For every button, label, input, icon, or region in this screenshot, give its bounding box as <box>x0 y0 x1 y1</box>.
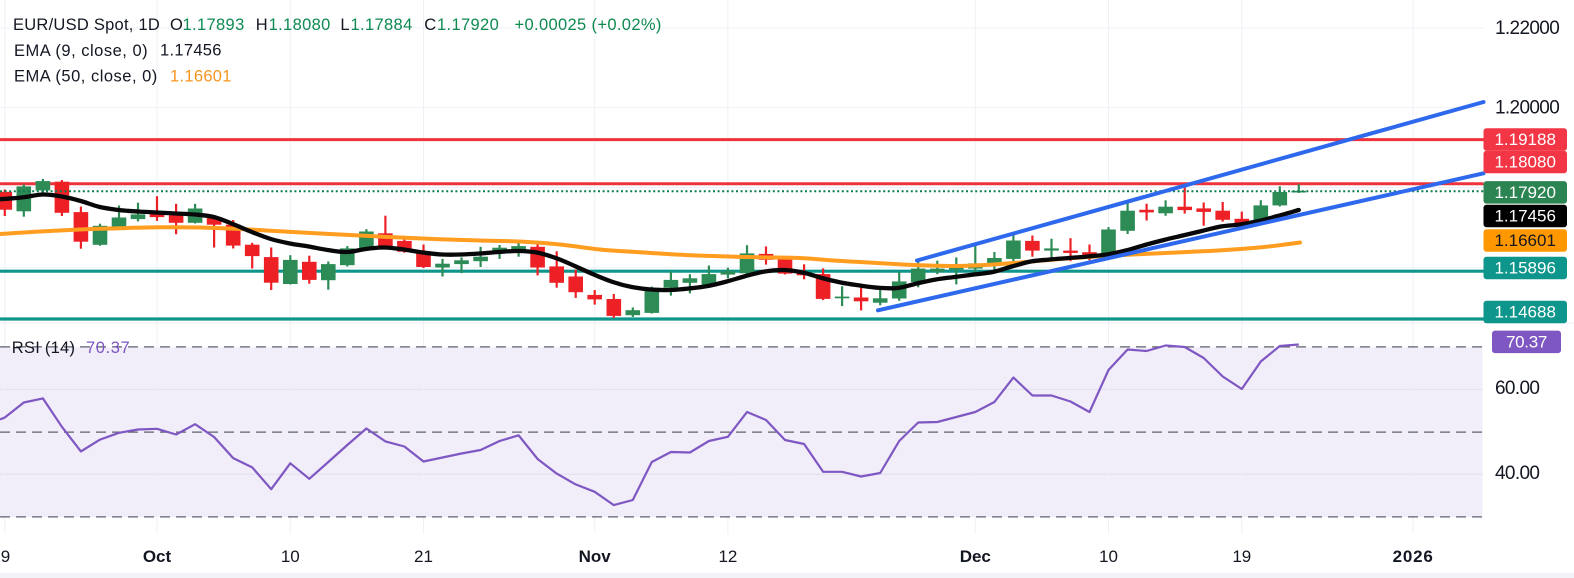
svg-text:1.22000: 1.22000 <box>1495 18 1559 39</box>
svg-text:1.16601: 1.16601 <box>1494 231 1555 250</box>
svg-text:EMA (9, close, 0): EMA (9, close, 0) <box>14 42 148 60</box>
svg-text:Dec: Dec <box>960 547 991 566</box>
svg-text:12: 12 <box>718 547 737 566</box>
svg-text:L: L <box>340 16 349 34</box>
svg-text:1.17456: 1.17456 <box>1494 207 1555 226</box>
svg-text:9: 9 <box>1 547 10 566</box>
svg-text:70.37: 70.37 <box>86 339 130 357</box>
svg-text:Oct: Oct <box>143 547 172 566</box>
svg-text:60.00: 60.00 <box>1495 378 1539 399</box>
svg-text:1.18080: 1.18080 <box>269 16 331 34</box>
svg-text:RSI (14): RSI (14) <box>12 339 75 357</box>
svg-text:C: C <box>424 16 436 34</box>
svg-text:1.20000: 1.20000 <box>1495 98 1559 119</box>
svg-text:1.17893: 1.17893 <box>183 16 245 34</box>
svg-text:1.19188: 1.19188 <box>1494 130 1555 149</box>
svg-text:1.15896: 1.15896 <box>1494 259 1555 278</box>
svg-text:1.17920: 1.17920 <box>1494 183 1555 202</box>
svg-text:19: 19 <box>1232 547 1251 566</box>
svg-text:O: O <box>170 16 183 34</box>
svg-text:H: H <box>256 16 268 34</box>
svg-text:70.37: 70.37 <box>1506 332 1547 351</box>
svg-text:2026: 2026 <box>1393 547 1434 566</box>
svg-text:1.18080: 1.18080 <box>1494 153 1555 172</box>
svg-text:1.16601: 1.16601 <box>170 67 232 85</box>
svg-text:10: 10 <box>281 547 300 566</box>
svg-text:40.00: 40.00 <box>1495 463 1539 484</box>
svg-text:1.17920: 1.17920 <box>437 16 499 34</box>
svg-text:Nov: Nov <box>579 547 612 566</box>
svg-text:EMA (50, close, 0): EMA (50, close, 0) <box>14 68 158 86</box>
svg-text:+0.00025 (+0.02%): +0.00025 (+0.02%) <box>515 16 662 34</box>
svg-text:10: 10 <box>1099 547 1118 566</box>
svg-text:1.17884: 1.17884 <box>351 16 413 34</box>
svg-text:21: 21 <box>414 547 433 566</box>
svg-text:1.14688: 1.14688 <box>1494 303 1555 322</box>
svg-text:1.17456: 1.17456 <box>160 42 222 60</box>
svg-text:EUR/USD Spot, 1D: EUR/USD Spot, 1D <box>13 16 160 34</box>
